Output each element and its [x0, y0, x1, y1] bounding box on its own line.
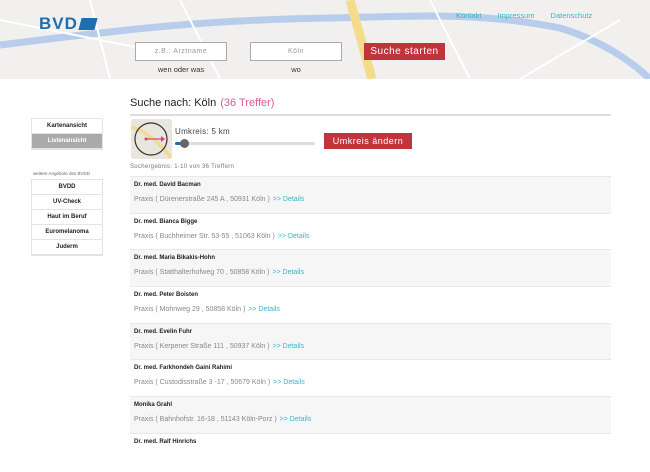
- what-label: wen oder was: [157, 65, 205, 74]
- doctor-name[interactable]: Dr. med. Bianca Bigge: [134, 218, 198, 225]
- doctor-name[interactable]: Dr. med. Farkhondeh Gaini Rahimi: [134, 365, 233, 372]
- details-link[interactable]: >> Details: [272, 269, 304, 277]
- radius-label: Umkreis: 5 km: [175, 127, 231, 136]
- view-map[interactable]: Kartenansicht: [32, 119, 102, 134]
- result-row: Monika Grahl Praxis ( Bahnhofstr. 16-18 ,…: [130, 396, 611, 433]
- logo-text: BVD: [39, 14, 78, 33]
- view-switcher: Kartenansicht Listenansicht: [31, 118, 103, 150]
- view-list[interactable]: Listenansicht: [32, 134, 102, 149]
- result-row: Dr. med. Bianca Bigge Praxis ( Buchheimer…: [130, 212, 611, 250]
- address-text: Praxis ( Kerpener Straße 111 , 50937 Köl…: [134, 342, 270, 350]
- result-row: Dr. med. Farkhondeh Gaini Rahimi Praxis (…: [130, 359, 611, 396]
- title-text: Suche nach: Köln: [130, 97, 217, 109]
- address-text: Praxis ( Bahnhofstr. 16-18 , 51143 Köln-…: [134, 416, 277, 424]
- hit-count: (36 Treffer): [220, 97, 275, 109]
- link-datenschutz[interactable]: Datenschutz: [550, 11, 593, 20]
- slider-fill: [175, 142, 183, 145]
- divider: [130, 114, 611, 116]
- practice-address: Praxis ( Kerpener Straße 111 , 50937 Köl…: [134, 343, 607, 350]
- doctor-name[interactable]: Dr. med. Maria Bikakis-Hohn: [134, 255, 216, 262]
- search-button[interactable]: Suche starten: [364, 43, 445, 60]
- result-row: Dr. med. Maria Bikakis-Hohn Praxis ( Stat…: [130, 249, 611, 287]
- details-link[interactable]: >> Details: [279, 416, 312, 424]
- details-link[interactable]: >> Details: [277, 232, 310, 240]
- what-input[interactable]: z.B.: Arztname: [135, 42, 227, 61]
- offers-list: BVDD UV-Check Haut im Beruf Euromelanoma…: [31, 179, 103, 256]
- address-text: Praxis ( Mohnweg 29 , 50858 Köln ): [134, 306, 246, 314]
- address-text: Praxis ( Custodisstraße 3 -17 , 50679 Kö…: [134, 379, 271, 387]
- doctor-name[interactable]: Dr. med. Ralf Hinrichs: [134, 438, 197, 445]
- logo-mark-icon: [78, 18, 98, 30]
- doctor-name[interactable]: Dr. med. David Bacman: [134, 182, 201, 188]
- where-input[interactable]: Köln: [250, 42, 342, 61]
- result-row: Dr. med. Ralf Hinrichs: [130, 432, 611, 470]
- radius-map-icon: [131, 119, 172, 159]
- offer-euromelanoma[interactable]: Euromelanoma: [32, 225, 102, 240]
- link-impressum[interactable]: Impressum: [497, 11, 535, 20]
- address-text: Praxis ( Dürenerstraße 245 A , 50931 Köl…: [134, 196, 270, 203]
- offer-uv-check[interactable]: UV-Check: [32, 195, 102, 210]
- offer-bvdd[interactable]: BVDD: [32, 180, 102, 195]
- bvd-logo[interactable]: BVD: [39, 14, 98, 34]
- offer-juderm[interactable]: Juderm: [32, 240, 102, 255]
- offers-caption: weitere Angebote des BVDD: [33, 171, 91, 176]
- doctor-name[interactable]: Dr. med. Peter Boisten: [134, 292, 199, 299]
- practice-address: Praxis ( Statthalterhofweg 70 , 50858 Kö…: [134, 269, 607, 276]
- address-text: Praxis ( Statthalterhofweg 70 , 50858 Kö…: [134, 269, 270, 277]
- slider-handle[interactable]: [180, 139, 189, 148]
- result-info: Suchergebnis: 1-10 von 36 Treffern: [130, 164, 235, 170]
- result-list: Dr. med. David Bacman Praxis ( Dürenerstr…: [130, 176, 611, 470]
- details-link[interactable]: >> Details: [248, 306, 280, 314]
- map-background: [0, 0, 650, 79]
- practice-address: Praxis ( Mohnweg 29 , 50858 Köln ) >> Det…: [134, 306, 607, 313]
- map-header: BVD Kontakt Impressum Datenschutz z.B.: Ar…: [0, 0, 650, 79]
- result-row: Dr. med. Evelin Fuhr Praxis ( Kerpener St…: [130, 322, 611, 360]
- doctor-name[interactable]: Monika Grahl: [134, 402, 173, 409]
- where-label: wo: [291, 65, 301, 74]
- details-link[interactable]: >> Details: [273, 379, 305, 387]
- practice-address: Praxis ( Buchheimer Str. 53-55 , 51063 K…: [134, 233, 607, 240]
- practice-address: Praxis ( Dürenerstraße 245 A , 50931 Köl…: [134, 196, 607, 203]
- details-link[interactable]: >> Details: [272, 342, 305, 350]
- offer-haut-im-beruf[interactable]: Haut im Beruf: [32, 210, 102, 225]
- doctor-name[interactable]: Dr. med. Evelin Fuhr: [134, 328, 193, 335]
- practice-address: Praxis ( Custodisstraße 3 -17 , 50679 Kö…: [134, 379, 607, 386]
- details-link[interactable]: >> Details: [272, 196, 305, 203]
- change-radius-button[interactable]: Umkreis ändern: [324, 133, 412, 149]
- result-row: Dr. med. Peter Boisten Praxis ( Mohnweg 2…: [130, 286, 611, 323]
- practice-address: Praxis ( Bahnhofstr. 16-18 , 51143 Köln-…: [134, 416, 607, 423]
- link-kontakt[interactable]: Kontakt: [456, 11, 482, 20]
- page-title: Suche nach: Köln (36 Treffer): [130, 97, 274, 109]
- address-text: Praxis ( Buchheimer Str. 53-55 , 51063 K…: [134, 232, 275, 240]
- result-row: Dr. med. David Bacman Praxis ( Dürenerstr…: [130, 176, 611, 213]
- radius-slider[interactable]: [175, 139, 315, 148]
